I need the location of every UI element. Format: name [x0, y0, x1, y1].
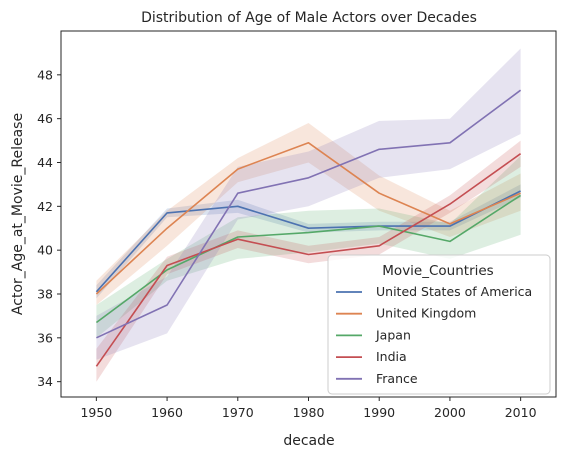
legend-title: Movie_Countries [382, 263, 493, 279]
ci-band-united-kingdom [96, 123, 521, 305]
x-tick-label: 1990 [363, 405, 395, 420]
legend-label-united-states-of-america: United States of America [376, 284, 532, 299]
legend-items: United States of America United Kingdom Ja… [336, 284, 532, 386]
legend-label-france: France [376, 371, 418, 386]
series-line-united-states-of-america [95, 190, 521, 293]
ci-band-india [96, 140, 521, 382]
legend-label-india: India [376, 349, 407, 364]
x-axis-label: decade [283, 433, 334, 449]
series-line-india [95, 153, 522, 367]
confidence-bands [96, 48, 521, 382]
x-tick-label: 1970 [222, 405, 254, 420]
x-tick-label: 1960 [151, 405, 183, 420]
chart-title: Distribution of Age of Male Actors over … [141, 10, 477, 26]
y-tick-label: 36 [37, 330, 53, 345]
series-lines [95, 89, 522, 367]
ci-band-united-states-of-america [96, 184, 521, 299]
y-axis-label: Actor_Age_at_Movie_Release [10, 113, 26, 315]
y-tick-label: 42 [37, 199, 53, 214]
y-tick-label: 38 [37, 286, 53, 301]
ci-band-japan [96, 155, 521, 338]
y-tick-label: 48 [37, 67, 53, 82]
legend-label-japan: Japan [375, 327, 411, 342]
ci-band-france [96, 48, 521, 360]
x-tick-label: 1980 [293, 405, 325, 420]
y-tick-label: 34 [37, 374, 53, 389]
x-tick-label: 2010 [505, 405, 537, 420]
series-line-france [96, 89, 522, 339]
x-tick-label: 2000 [434, 405, 466, 420]
y-tick-label: 40 [37, 243, 53, 258]
x-tick-label: 1950 [80, 405, 112, 420]
legend-box [327, 254, 551, 395]
y-axis: 34 36 38 40 42 44 46 48 [37, 67, 61, 389]
y-tick-label: 44 [37, 155, 53, 170]
legend: Movie_Countries United States of America… [327, 254, 551, 395]
x-axis: 1950 1960 1970 1980 1990 2000 2010 [80, 397, 537, 420]
series-line-japan [95, 194, 522, 324]
legend-label-united-kingdom: United Kingdom [376, 306, 476, 321]
series-line-united-kingdom [95, 142, 521, 295]
y-tick-label: 46 [37, 111, 53, 126]
